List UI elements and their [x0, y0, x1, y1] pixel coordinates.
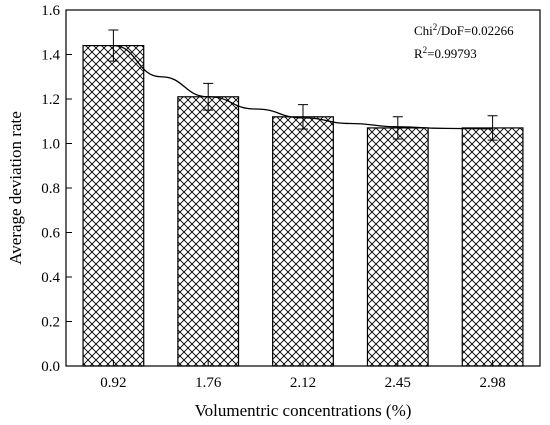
r2-value: =0.99793: [427, 46, 477, 61]
x-tick-label: 0.92: [100, 375, 126, 391]
r2-superscript: 2: [423, 45, 428, 55]
x-tick-label: 2.45: [385, 375, 411, 391]
bar: [177, 96, 240, 367]
y-tick-label: 0.4: [41, 270, 60, 286]
y-tick-label: 0.0: [41, 359, 60, 375]
bars: [82, 44, 524, 367]
y-tick-label: 0.8: [41, 181, 60, 197]
y-tick-label: 0.2: [41, 315, 60, 331]
r2-label: R: [414, 46, 423, 61]
fit-curve: [113, 44, 493, 130]
bar: [366, 127, 429, 367]
y-tick-label: 1.2: [41, 92, 60, 108]
x-tick-label: 2.12: [290, 375, 316, 391]
error-bar: [487, 115, 498, 141]
r2-annotation: R2=0.99793: [414, 45, 477, 61]
x-tick-label: 2.98: [479, 375, 505, 391]
x-axis-label: Volumentric concentrations (%): [195, 401, 412, 420]
error-bar: [298, 104, 308, 130]
error-bar: [392, 116, 403, 140]
y-tick-label: 1.0: [41, 137, 60, 153]
x-ticks: 0.92 1.76 2.12 2.45 2.98: [100, 360, 506, 391]
error-bars: [108, 29, 498, 141]
chi-superscript: 2: [433, 22, 438, 32]
chi-annotation: Chi2/DoF=0.02266: [414, 22, 514, 38]
y-ticks: 0.0 0.2 0.4 0.6 0.8 1.0 1.2 1.4 1.6: [41, 3, 72, 375]
y-tick-label: 0.6: [41, 226, 60, 242]
bar: [82, 44, 145, 367]
bar: [272, 116, 334, 367]
y-tick-label: 1.6: [41, 3, 60, 19]
chi-value: /DoF=0.02266: [437, 23, 514, 38]
x-tick-label: 1.76: [195, 375, 222, 391]
bar: [461, 127, 524, 367]
y-axis-label: Average deviation rate: [6, 111, 25, 265]
y-tick-label: 1.4: [41, 48, 60, 64]
chi-label: Chi: [414, 23, 433, 38]
